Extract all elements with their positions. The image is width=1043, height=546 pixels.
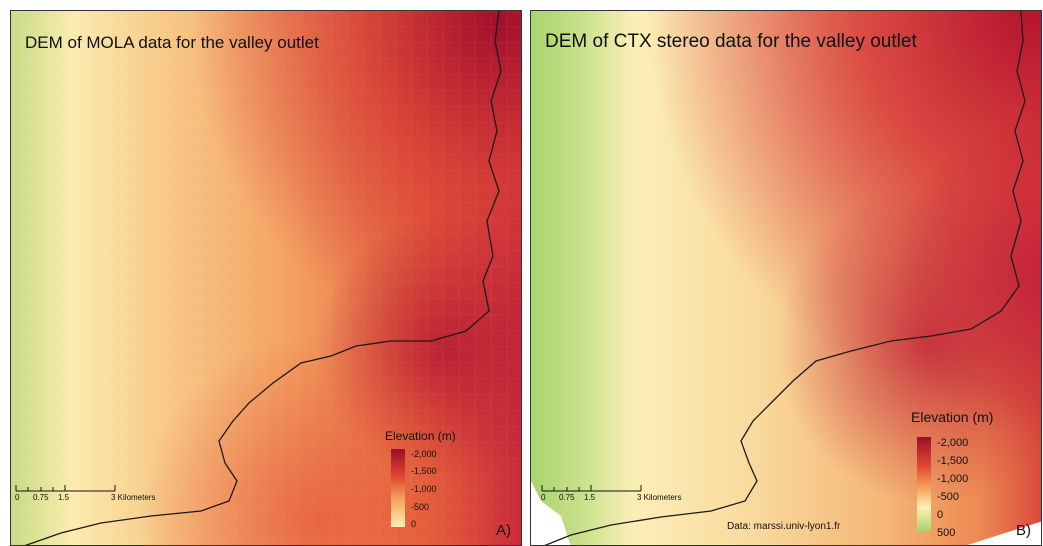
scale-tick-label: 0.75 [559, 493, 575, 502]
scale-bar-graphic [15, 485, 116, 492]
scale-tick-label: 3 Kilometers [111, 493, 156, 502]
scale-tick-label: 3 Kilometers [637, 493, 682, 502]
legend-label: -2,000 [411, 449, 437, 459]
scale-tick-label: 1.5 [58, 493, 70, 502]
legend-label: -1,000 [937, 473, 969, 485]
legend-title: Elevation (m) [385, 429, 456, 443]
scale-tick-label: 0.75 [33, 493, 49, 502]
map-title: DEM of MOLA data for the valley outlet [25, 33, 319, 52]
legend-label: -1,500 [937, 455, 969, 467]
scale-bar: 0 0.75 1.5 3 Kilometers [541, 481, 711, 505]
legend-label: -1,500 [411, 466, 437, 476]
legend-color-ramp [917, 437, 931, 531]
scale-tick-label: 0 [541, 493, 546, 502]
scale-tick-label: 0 [15, 493, 20, 502]
legend-label: 0 [411, 519, 417, 529]
data-credit: Data: marssi.univ-lyon1.fr [727, 521, 841, 532]
map-title: DEM of CTX stereo data for the valley ou… [545, 31, 917, 52]
legend-label: 500 [937, 527, 956, 539]
scale-bar-graphic [541, 485, 642, 492]
ctx-dem-raster [531, 11, 1041, 545]
legend-label: -500 [411, 502, 430, 512]
scale-bar: 0 0.75 1.5 3 Kilometers [15, 481, 185, 505]
scale-tick-label: 1.5 [584, 493, 596, 502]
legend-label: -1,000 [411, 484, 437, 494]
valley-outline [544, 11, 1026, 545]
elevation-legend: Elevation (m) -2,000 -1,500 -1,000 -500 … [385, 429, 505, 539]
panel-label: B) [1016, 522, 1031, 539]
legend-label: 0 [937, 509, 944, 521]
legend-label: -2,000 [937, 437, 969, 449]
mola-dem-raster [11, 11, 521, 545]
legend-color-ramp [391, 449, 405, 527]
valley-outline [24, 11, 502, 545]
panel-label: A) [496, 522, 511, 539]
elevation-legend: Elevation (m) -2,000 -1,500 -1,000 -500 … [911, 409, 1036, 544]
legend-label: -500 [937, 491, 960, 503]
map-panel-ctx: DEM of CTX stereo data for the valley ou… [530, 10, 1042, 546]
legend-title: Elevation (m) [911, 409, 994, 425]
map-panel-mola: DEM of MOLA data for the valley outlet E… [10, 10, 522, 546]
